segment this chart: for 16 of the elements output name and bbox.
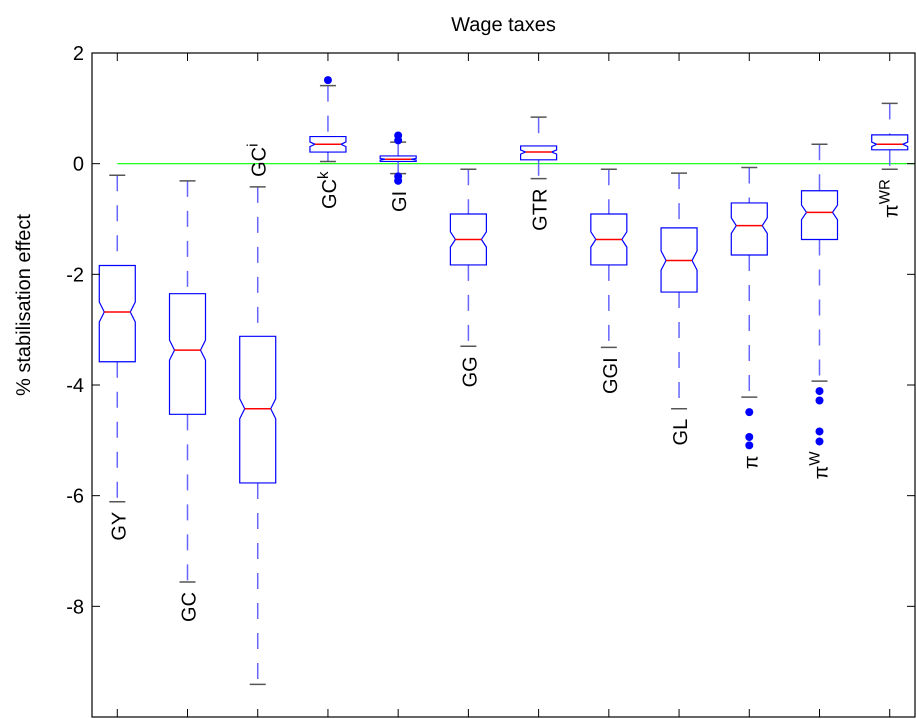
y-tick-label: 2 [72, 43, 84, 65]
x-tick-label: GL [670, 418, 692, 446]
y-axis-title: % stabilisation effect [13, 214, 35, 396]
y-tick-label: 0 [72, 154, 84, 176]
y-tick-label: -4 [66, 375, 84, 397]
x-tick-label: π [740, 455, 762, 470]
y-tick-label: -2 [66, 264, 84, 286]
chart-title: Wage taxes [451, 14, 556, 36]
y-tick-label: -8 [66, 596, 84, 618]
x-tick-label: GY [108, 512, 130, 541]
x-tick-label: GC [178, 592, 200, 622]
x-tick-label: GI [389, 190, 412, 212]
x-tick-label: GG [459, 356, 482, 388]
y-tick-label: -6 [66, 486, 84, 508]
x-tick-label: GTR [530, 188, 552, 231]
x-tick-label: GGI [600, 357, 622, 394]
